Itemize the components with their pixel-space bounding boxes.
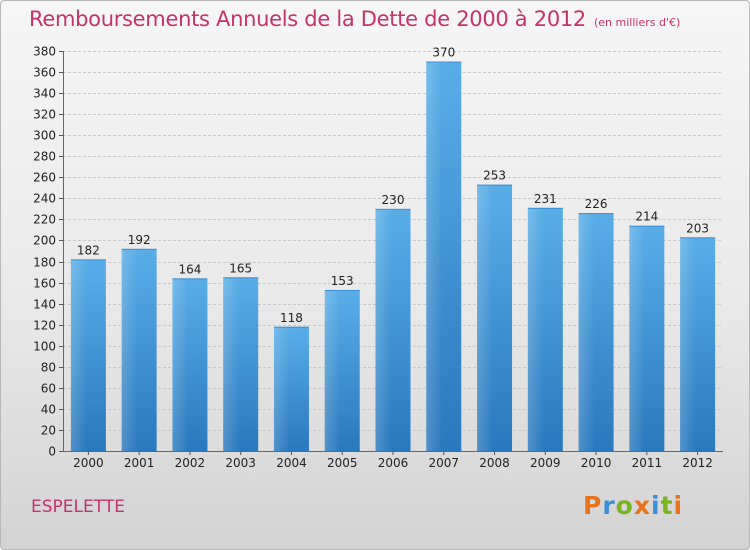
value-label-2010: 226 [585, 197, 608, 211]
logo-letter: x [633, 491, 651, 520]
x-tick-label-2005: 2005 [327, 456, 358, 470]
value-label-2008: 253 [483, 169, 506, 183]
y-tick-label: 220 [33, 213, 56, 227]
value-label-2003: 165 [229, 261, 252, 275]
bar-highlight [527, 207, 544, 451]
x-tick-label-2007: 2007 [428, 456, 459, 470]
logo-letter: r [602, 491, 616, 520]
y-tick-label: 280 [33, 150, 56, 164]
x-tick-label-2010: 2010 [581, 456, 612, 470]
y-tick-label: 180 [33, 256, 56, 270]
y-tick-label: 380 [33, 45, 56, 59]
chart-subtitle: (en milliers d'€) [594, 16, 681, 29]
y-tick-label: 80 [41, 361, 56, 375]
x-tick-label-2012: 2012 [682, 456, 713, 470]
y-tick-label: 300 [33, 129, 56, 143]
value-label-2007: 370 [432, 46, 455, 60]
bars: 182 192 164 165 118 153 230 370 253 231 226 214 203 [70, 46, 716, 452]
x-tick-label-2001: 2001 [124, 456, 155, 470]
value-label-2001: 192 [128, 233, 151, 247]
value-label-2002: 164 [178, 262, 201, 276]
y-tick-label: 360 [33, 66, 56, 80]
y-tick-label: 160 [33, 277, 56, 291]
logo-letter: o [615, 491, 634, 520]
bar-highlight [223, 277, 239, 451]
x-tick-label-2004: 2004 [276, 456, 307, 470]
x-tick-label-2002: 2002 [175, 456, 206, 470]
bar-highlight [324, 289, 341, 451]
y-tick-label: 0 [48, 445, 56, 459]
y-tick-label: 340 [33, 87, 56, 101]
x-tick-label-2006: 2006 [378, 456, 409, 470]
logo-letter: P [583, 491, 603, 520]
y-tick-label: 100 [33, 340, 56, 354]
value-label-2012: 203 [686, 221, 709, 235]
y-tick-label: 320 [33, 108, 56, 122]
logo-letter: i [673, 491, 684, 520]
x-tick-label-2009: 2009 [530, 456, 561, 470]
bar-highlight [273, 326, 290, 451]
y-axis: 0 20 40 60 80 100 120 140 160 180 200 220 240 260 280 3… [33, 45, 64, 459]
value-label-2000: 182 [77, 243, 100, 257]
value-label-2006: 230 [382, 193, 405, 207]
proxiti-logo: Proxiti [583, 491, 683, 520]
value-label-2004: 118 [280, 311, 303, 325]
x-tick-label-2008: 2008 [479, 456, 510, 470]
bar-highlight [70, 259, 87, 451]
y-tick-label: 20 [41, 424, 56, 438]
bar-highlight [629, 225, 646, 451]
bar-highlight [375, 208, 392, 451]
logo-letter: i [651, 491, 661, 520]
y-tick-label: 40 [41, 403, 56, 417]
value-label-2011: 214 [635, 210, 658, 224]
city-name: ESPELETTE [31, 497, 125, 517]
x-tick-label-2011: 2011 [632, 456, 663, 470]
x-tick-label-2000: 2000 [73, 456, 104, 470]
value-label-2009: 231 [534, 192, 557, 206]
bar-highlight [477, 184, 493, 451]
bar-highlight [121, 248, 138, 451]
y-tick-label: 120 [33, 319, 56, 333]
bar-highlight [172, 278, 189, 451]
bar-highlight [426, 61, 443, 452]
y-tick-label: 260 [33, 171, 56, 185]
x-tick-label-2003: 2003 [225, 456, 256, 470]
chart-title: Remboursements Annuels de la Dette de 20… [29, 7, 680, 31]
value-label-2005: 153 [331, 274, 354, 288]
y-tick-label: 240 [33, 192, 56, 206]
x-axis: 2000 2001 2002 2003 2004 2005 2006 2007 2008 2009… [63, 451, 723, 470]
y-tick-label: 60 [41, 382, 56, 396]
bar-highlight [578, 213, 595, 451]
logo-letter: t [660, 491, 674, 520]
y-tick-label: 200 [33, 234, 56, 248]
chart-title-main: Remboursements Annuels de la Dette de 20… [29, 7, 586, 31]
bar-highlight [680, 237, 696, 451]
y-tick-label: 140 [33, 298, 56, 312]
